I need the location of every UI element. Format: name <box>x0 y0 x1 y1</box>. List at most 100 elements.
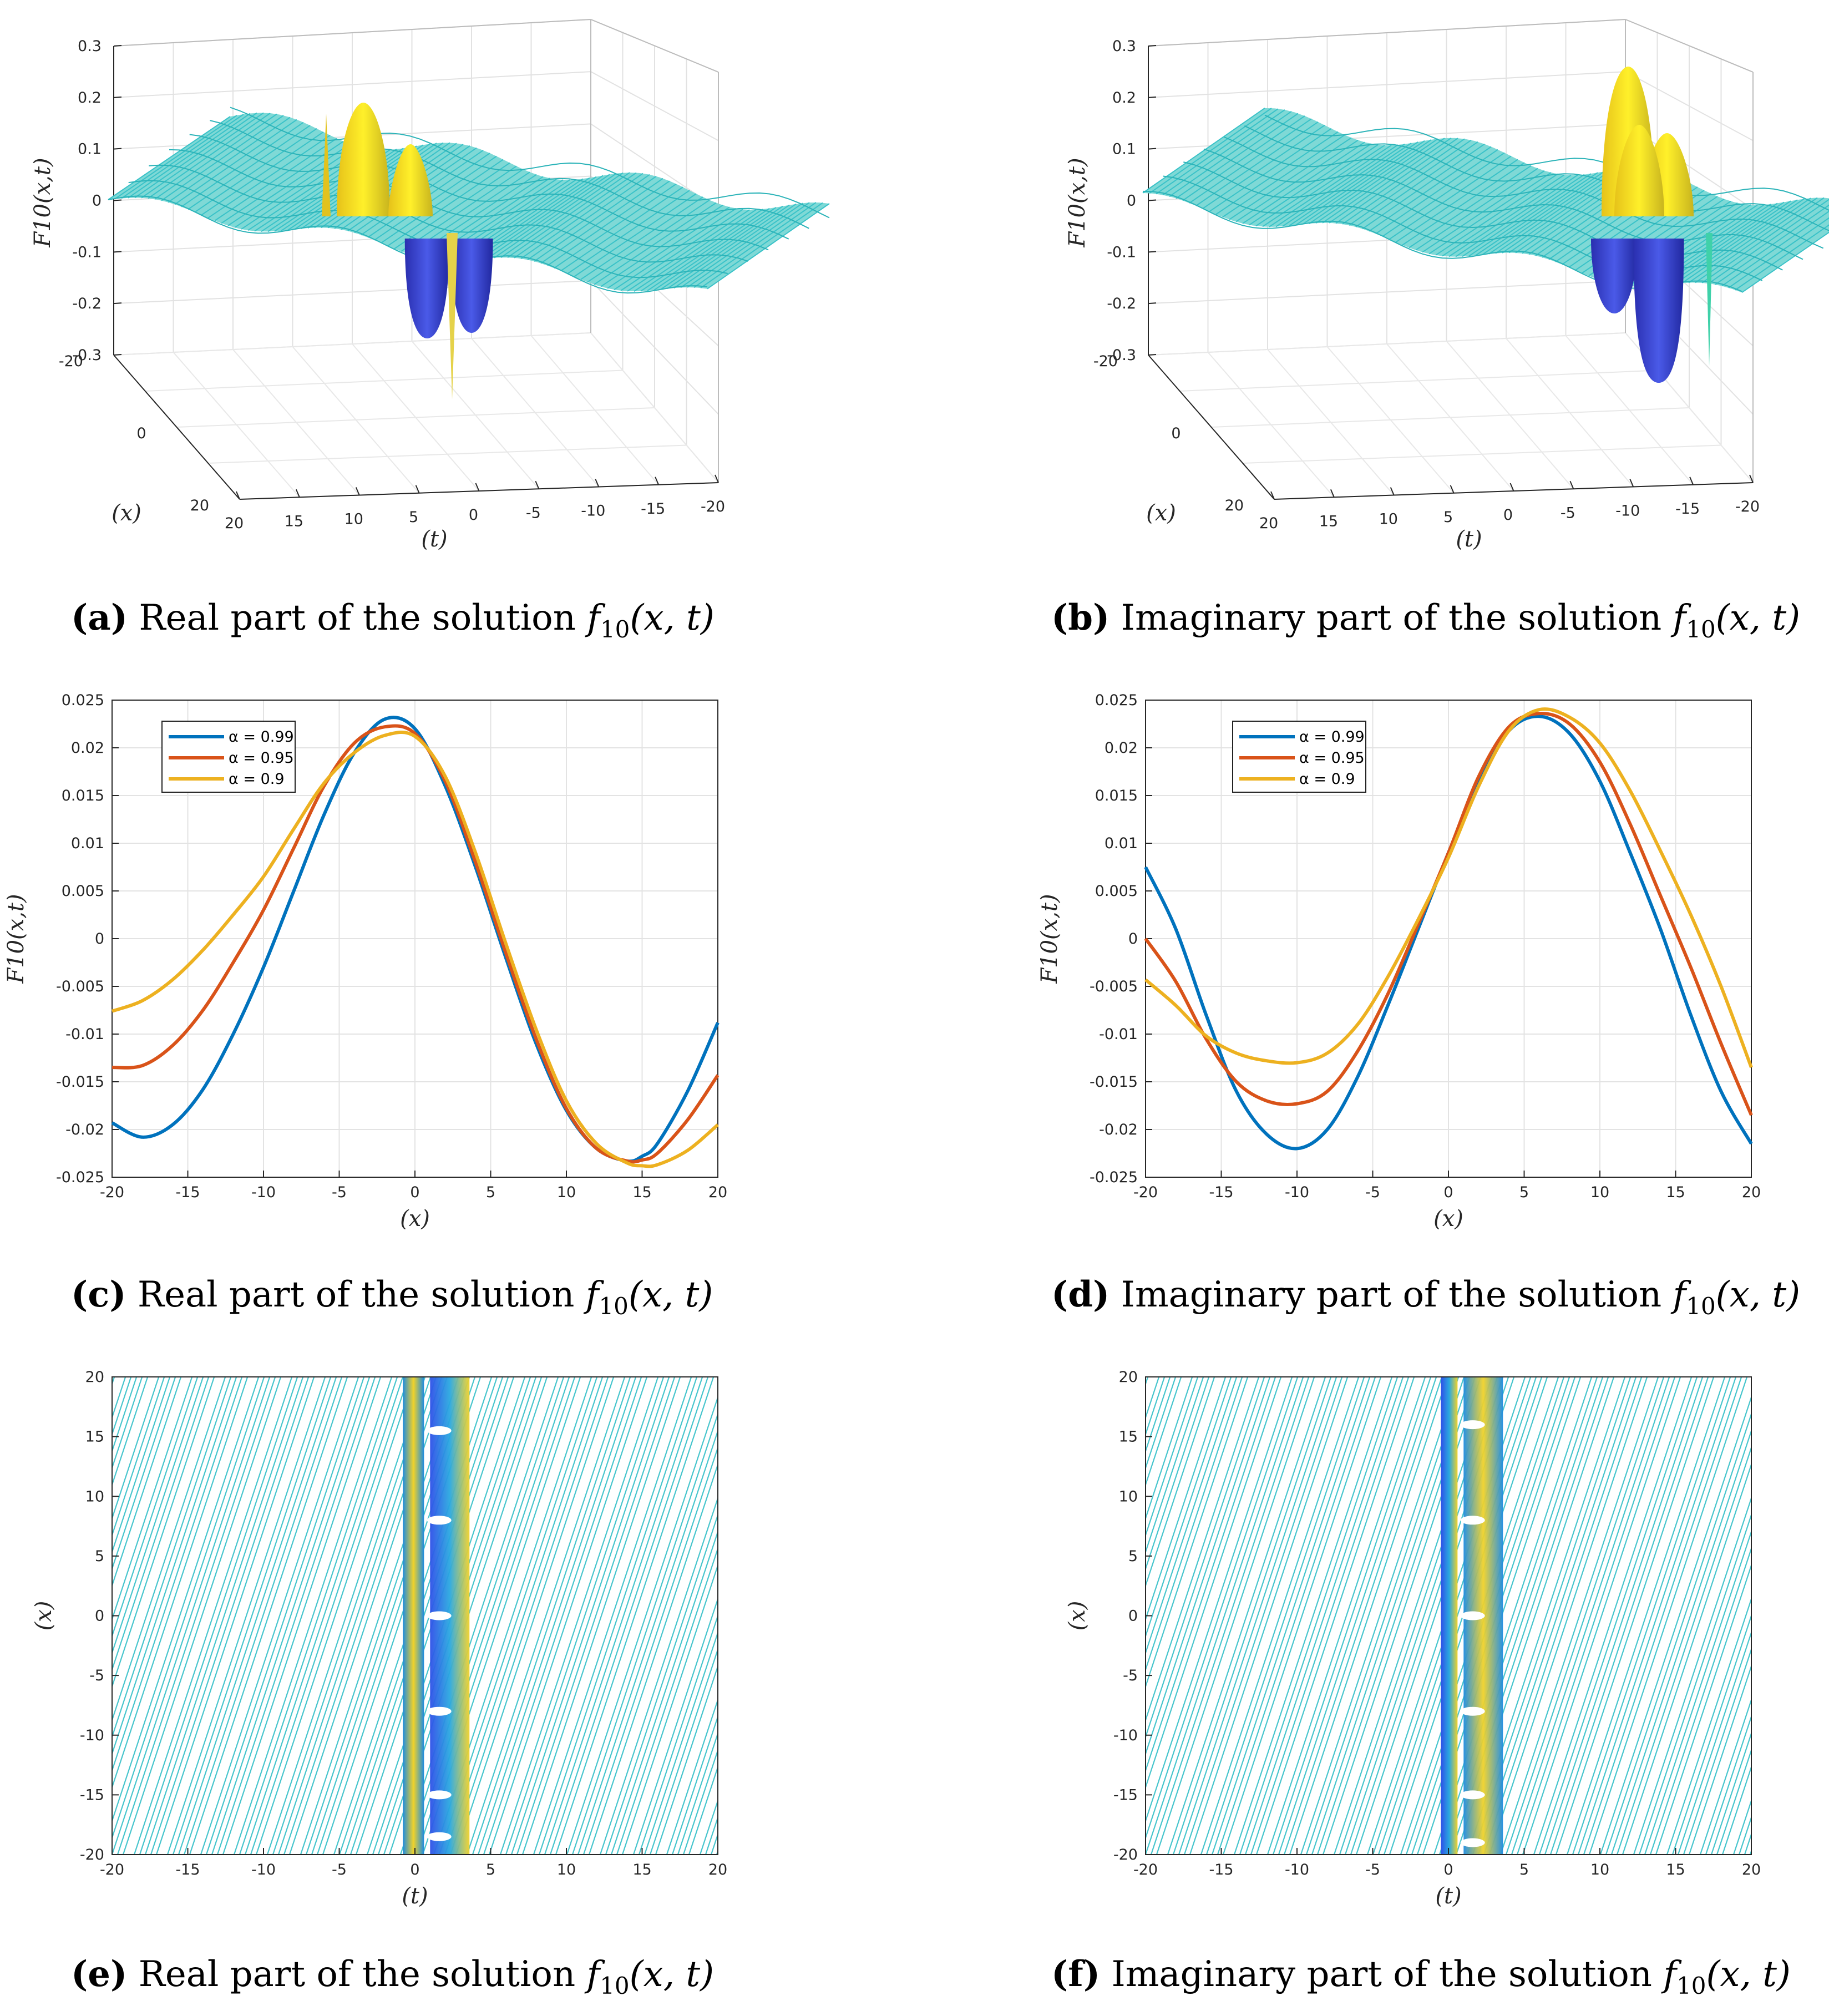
y-tick-label: 0.02 <box>71 739 104 757</box>
mesh-line <box>640 209 763 292</box>
contour-line <box>112 1377 243 1772</box>
y-tick-label: -5 <box>526 504 541 521</box>
contour-line <box>1505 1377 1665 1855</box>
mesh-line <box>1668 200 1791 285</box>
contour-line <box>735 1377 893 1855</box>
contour-line <box>677 1731 718 1855</box>
mesh-line <box>673 203 797 289</box>
y-tick-label: 0.01 <box>1105 835 1138 852</box>
z-tick <box>1148 96 1157 98</box>
contour-line <box>1272 1377 1432 1855</box>
contour-line <box>1738 1815 1751 1855</box>
legend: α = 0.99 α = 0.95 α = 0.9 <box>161 721 296 793</box>
grid-floor-x <box>113 332 591 356</box>
contour-line <box>1677 1630 1751 1855</box>
mesh-line <box>527 174 650 261</box>
contour-line <box>632 1597 718 1855</box>
y-tick-label: 20 <box>225 515 244 532</box>
contour-node <box>1460 1706 1485 1716</box>
x-tick-label: 0 <box>1171 425 1181 442</box>
contour-node <box>1460 1790 1485 1800</box>
contour-line <box>599 1496 718 1855</box>
contour-line <box>896 1377 1053 1855</box>
contour-line <box>1255 1377 1415 1855</box>
x-axis-label: (t) <box>402 1883 428 1909</box>
mesh-line <box>514 172 637 259</box>
contour-line <box>183 1377 343 1855</box>
y-tick-label: -5 <box>1123 1667 1138 1684</box>
contour-line <box>1749 1849 1751 1855</box>
mesh-line <box>1482 171 1605 255</box>
y-axis-label: (t) <box>421 526 447 552</box>
contour-line <box>216 1377 376 1855</box>
contour-line <box>112 1377 232 1739</box>
y-tick-label: -0.005 <box>56 978 104 995</box>
contour-line <box>112 1377 199 1638</box>
x-tick-label: 20 <box>190 497 209 514</box>
mesh-line <box>540 178 663 264</box>
contour-line <box>863 1377 1020 1855</box>
y-tick-label: -0.02 <box>1099 1121 1138 1138</box>
z-tick <box>1148 354 1157 356</box>
mesh-line <box>1209 128 1332 212</box>
mesh-line <box>134 112 257 199</box>
y-tick <box>475 483 480 492</box>
contour-line <box>785 1377 943 1855</box>
contour-line <box>1622 1462 1751 1855</box>
y-tick <box>295 489 300 498</box>
contour-line <box>477 1377 637 1855</box>
contour-line <box>1522 1377 1681 1855</box>
contour-line <box>1716 1748 1751 1855</box>
x-tick-label: -15 <box>175 1861 200 1878</box>
contour-line <box>1477 1377 1637 1855</box>
x-tick-label: 0 <box>1443 1184 1453 1201</box>
y-tick-label: -0.005 <box>1090 978 1138 995</box>
caption-f-text: Imaginary part of the solution <box>1100 1954 1663 1995</box>
mesh-line <box>1235 139 1359 222</box>
mesh-line <box>607 206 730 289</box>
x-tick-label: 10 <box>1590 1861 1609 1878</box>
z-tick-label: -0.1 <box>72 244 102 261</box>
contour-line <box>144 1377 304 1855</box>
z-tick <box>113 199 122 201</box>
contour-line <box>879 1377 1037 1855</box>
mesh-line <box>1149 108 1272 194</box>
y-tick <box>1689 477 1694 485</box>
contour-line <box>718 1377 876 1855</box>
contour-line <box>112 1377 165 1537</box>
caption-b-args: (x, t) <box>1716 597 1800 639</box>
mesh-line <box>121 114 244 199</box>
caption-d-args: (x, t) <box>1716 1274 1800 1315</box>
mesh-line <box>600 204 723 287</box>
caption-c-args: (x, t) <box>629 1274 713 1315</box>
y-tick-label: 15 <box>85 1429 104 1446</box>
contour-line <box>1499 1377 1659 1855</box>
y-tick-label: 0.025 <box>1095 692 1138 709</box>
x-tick-label: -15 <box>1209 1184 1233 1201</box>
mesh-line <box>1389 155 1512 240</box>
contour-line <box>1549 1377 1709 1855</box>
contour-line <box>716 1849 718 1855</box>
contour-line <box>985 1377 1142 1855</box>
x-tick-label: 10 <box>557 1184 576 1201</box>
contour-line <box>1572 1377 1731 1855</box>
contour-line <box>1146 1377 1238 1655</box>
contour-line <box>455 1377 615 1855</box>
contour-line <box>1756 1377 1829 1855</box>
contour-line <box>112 1377 215 1689</box>
contour-line <box>582 1446 718 1855</box>
z-tick-label: 0.2 <box>78 89 102 107</box>
contour-line <box>1289 1377 1448 1855</box>
z-tick-label: 0.3 <box>78 38 102 55</box>
legend-label-2: α = 0.95 <box>229 749 294 767</box>
x-axis-label: (x) <box>1433 1206 1463 1232</box>
contour-line <box>1239 1377 1399 1855</box>
line-panel-d: -20 -15 -10 -5 0 5 10 15 20 0.025 0.02 0.015 0.01 0.0… <box>1037 692 1761 1232</box>
contour-line <box>0 1377 20 1855</box>
contour-line <box>538 1377 698 1855</box>
y-tick <box>655 477 660 485</box>
mesh-line <box>1382 152 1505 237</box>
mesh-line <box>1249 143 1372 226</box>
contour-line <box>757 1377 915 1855</box>
y-tick <box>595 479 600 487</box>
